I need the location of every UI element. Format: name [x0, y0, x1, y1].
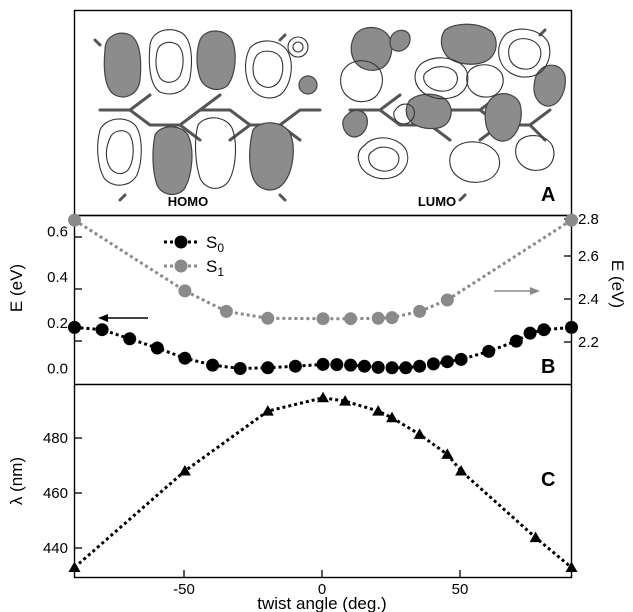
b-ytick-right-1: 2.4	[578, 291, 599, 308]
series-s1	[68, 214, 578, 326]
series-1-point-5	[344, 312, 357, 325]
b-ytick-0: 0.0	[47, 361, 68, 378]
svg-text:S0: S0	[206, 233, 224, 255]
series-1-point-10	[565, 214, 578, 227]
c-ytick-1: 460	[43, 485, 68, 502]
b-ytick-2: 0.4	[47, 269, 68, 286]
series-1-point-1	[178, 284, 191, 297]
series-s0	[68, 321, 578, 375]
panel-c-label: C	[541, 469, 555, 491]
b-ytick-right-3: 2.8	[578, 211, 599, 228]
series-0-point-24	[565, 321, 578, 334]
b-ylabel-right: E (eV)	[608, 260, 627, 308]
b-ytick-right-2: 2.6	[578, 248, 599, 265]
lambda-point-5	[372, 405, 384, 416]
panel-c-ticks	[75, 438, 461, 578]
series-0-point-22	[524, 327, 537, 340]
series-1-point-6	[372, 312, 385, 325]
b-ytick-1: 0.2	[47, 315, 68, 332]
c-xtick-0: -50	[173, 581, 195, 598]
lambda-point-4	[339, 395, 351, 406]
c-ylabel: λ (nm)	[7, 457, 26, 505]
series-1-line	[75, 220, 572, 319]
series-0-point-23	[537, 323, 550, 336]
c-ytick-2: 480	[43, 430, 68, 447]
legend-s0-label: S	[206, 233, 217, 252]
legend-s1-label: S	[206, 257, 217, 276]
legend-marker-s0	[175, 236, 188, 249]
series-0-point-4	[178, 352, 191, 365]
series-1-point-7	[386, 311, 399, 324]
series-0-point-5	[206, 359, 219, 372]
homo-orbital-drawing	[95, 30, 320, 200]
series-0-point-18	[441, 355, 454, 368]
series-0-point-9	[317, 358, 330, 371]
series-0-point-0	[68, 321, 81, 334]
legend-s1-subscript: 1	[217, 265, 224, 279]
series-1-point-8	[413, 305, 426, 318]
series-0-point-20	[482, 345, 495, 358]
series-0-point-2	[123, 332, 136, 345]
legend: S0 S1	[164, 233, 224, 279]
legend-s0-subscript: 0	[217, 241, 224, 255]
lambda-point-3	[317, 392, 329, 403]
series-0-point-14	[386, 361, 399, 374]
series-0-point-11	[344, 359, 357, 372]
series-0-point-15	[399, 361, 412, 374]
series-0-point-6	[234, 362, 247, 375]
panel-b-label: B	[541, 356, 555, 378]
b-ytick-right-0: 2.2	[578, 334, 599, 351]
arrow-head-right	[530, 287, 540, 295]
series-1-point-4	[317, 312, 330, 325]
lumo-caption: LUMO	[418, 194, 456, 209]
lambda-point-9	[455, 465, 467, 476]
series-1-point-9	[441, 294, 454, 307]
series-lambda	[69, 392, 578, 572]
b-ylabel-left: E (eV)	[7, 264, 26, 312]
series-0-point-10	[330, 358, 343, 371]
c-xtick-2: 50	[452, 581, 469, 598]
series-0-point-19	[455, 353, 468, 366]
panel-a-label: A	[541, 184, 555, 206]
series-0-point-12	[358, 360, 371, 373]
svg-text:S1: S1	[206, 257, 224, 279]
legend-marker-s1	[175, 260, 188, 273]
b-ytick-3: 0.6	[47, 224, 68, 241]
arrow-head-left	[98, 314, 108, 322]
lambda-point-7	[414, 428, 426, 439]
lambda-line	[75, 398, 572, 568]
series-0-point-8	[289, 360, 302, 373]
series-1-point-2	[220, 305, 233, 318]
series-0-point-1	[96, 323, 109, 336]
x-axis-label: twist angle (deg.)	[257, 594, 386, 612]
lumo-orbital-drawing	[341, 24, 566, 200]
series-1-point-3	[261, 312, 274, 325]
series-0-point-7	[261, 361, 274, 374]
series-0-point-13	[372, 361, 385, 374]
series-0-point-17	[427, 357, 440, 370]
c-ytick-0: 440	[43, 540, 68, 557]
series-0-point-16	[413, 360, 426, 373]
series-0-point-3	[151, 342, 164, 355]
series-1-point-0	[68, 214, 81, 227]
series-0-point-21	[510, 335, 523, 348]
homo-caption: HOMO	[168, 194, 208, 209]
